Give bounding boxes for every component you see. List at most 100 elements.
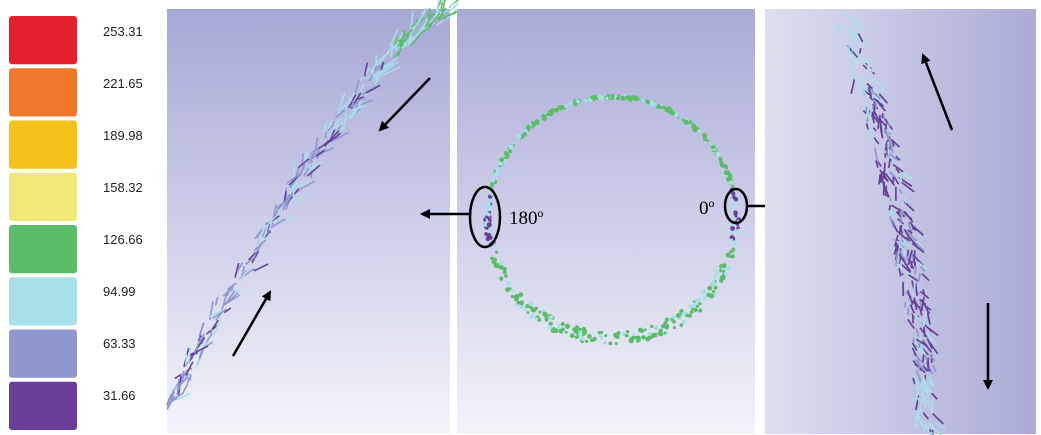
particle-streak xyxy=(245,256,256,265)
ring-particle xyxy=(727,172,732,177)
particle-streak xyxy=(898,249,907,262)
particle-streak xyxy=(914,281,918,297)
particle-streak xyxy=(884,141,888,151)
ring-particle xyxy=(558,106,563,111)
legend-value-label: 189.98 xyxy=(103,128,143,143)
particle-streak xyxy=(914,342,920,347)
particle-streak xyxy=(839,29,843,36)
particle-streak xyxy=(184,361,194,376)
particle-streak xyxy=(928,422,936,431)
ring-particle xyxy=(604,334,608,338)
ring-particle xyxy=(696,297,702,303)
ring-particle xyxy=(547,325,553,330)
particle-streak xyxy=(908,274,918,282)
ring-particle xyxy=(664,323,670,329)
particle-streak xyxy=(878,93,889,104)
particle-streak xyxy=(896,240,906,253)
ring-particle xyxy=(530,121,535,125)
particle-streak xyxy=(901,237,910,246)
particle-streak xyxy=(397,29,413,43)
particle-streak xyxy=(862,110,867,115)
ring-particle xyxy=(587,334,592,339)
ring-particle xyxy=(679,323,684,327)
particle-streak xyxy=(327,132,333,141)
particle-streak xyxy=(438,10,457,21)
ring-particle xyxy=(528,301,534,307)
ring-particle xyxy=(494,250,499,254)
ring-particle xyxy=(492,243,498,249)
particle-streak xyxy=(882,125,893,135)
particle-streak xyxy=(889,171,896,178)
particle-streak xyxy=(447,2,459,14)
particle-streak xyxy=(926,399,931,408)
particle-streak xyxy=(912,377,916,385)
particle-streak xyxy=(923,304,932,311)
ring-particle xyxy=(615,96,620,101)
ring-particle xyxy=(578,332,583,337)
ring-particle xyxy=(675,312,681,318)
ring-particle xyxy=(621,331,626,337)
particle-streak xyxy=(888,205,892,211)
particle-streak xyxy=(170,391,176,400)
particle-streak xyxy=(324,131,328,138)
particle-streak xyxy=(903,201,915,212)
particle-streak xyxy=(283,191,287,203)
ring-particle xyxy=(655,325,659,330)
ring-particle xyxy=(707,285,713,291)
particle-streak xyxy=(878,172,883,183)
particle-streak xyxy=(931,392,938,400)
particle-streak xyxy=(895,155,901,161)
particle-streak xyxy=(918,298,927,306)
particle-streak xyxy=(356,95,365,101)
ring-particle xyxy=(731,191,736,196)
ring-particle xyxy=(621,96,626,101)
particle-streak xyxy=(840,21,844,27)
ring-particle xyxy=(664,317,670,322)
particle-streak xyxy=(440,2,443,12)
ring-particle xyxy=(651,335,655,339)
particle-streak xyxy=(375,55,387,67)
particle-streak xyxy=(380,61,385,70)
particle-streak xyxy=(309,151,321,158)
ring-particle xyxy=(508,149,513,154)
ring-particle xyxy=(690,123,697,129)
particle-streak xyxy=(876,80,886,94)
left-particle-trail xyxy=(165,0,460,410)
ring-particle xyxy=(608,341,613,346)
particle-streak xyxy=(933,428,943,435)
particle-streak xyxy=(930,432,933,435)
particle-streak xyxy=(852,36,859,43)
particle-streak xyxy=(927,375,934,386)
particle-streak xyxy=(865,106,868,112)
particle-streak xyxy=(914,413,918,430)
particle-streak xyxy=(382,66,401,77)
particle-streak xyxy=(858,88,865,95)
particle-streak xyxy=(893,234,899,247)
particle-streak xyxy=(397,40,404,57)
particle-streak xyxy=(409,16,422,35)
ring-particle xyxy=(706,139,710,143)
particle-streak xyxy=(350,101,359,108)
particle-streak xyxy=(888,152,899,162)
ring-particle xyxy=(732,203,737,209)
particle-streak xyxy=(898,254,907,263)
particle-streak xyxy=(324,132,342,146)
particle-streak xyxy=(887,158,891,169)
particle-streak xyxy=(867,86,873,98)
ring-particle xyxy=(721,275,726,281)
particle-streak xyxy=(888,208,898,218)
particle-streak xyxy=(901,258,912,273)
particle-streak xyxy=(862,61,875,73)
ring-particle xyxy=(582,332,587,336)
particle-streak xyxy=(375,70,380,85)
ring-particle xyxy=(560,322,565,326)
particle-streak xyxy=(925,424,930,430)
particle-streak xyxy=(914,343,920,349)
particle-streak xyxy=(256,228,263,239)
particle-streak xyxy=(176,378,180,396)
particle-streak xyxy=(189,373,192,381)
particle-streak xyxy=(864,72,878,84)
particle-streak xyxy=(327,125,335,132)
legend-swatch xyxy=(9,120,77,169)
